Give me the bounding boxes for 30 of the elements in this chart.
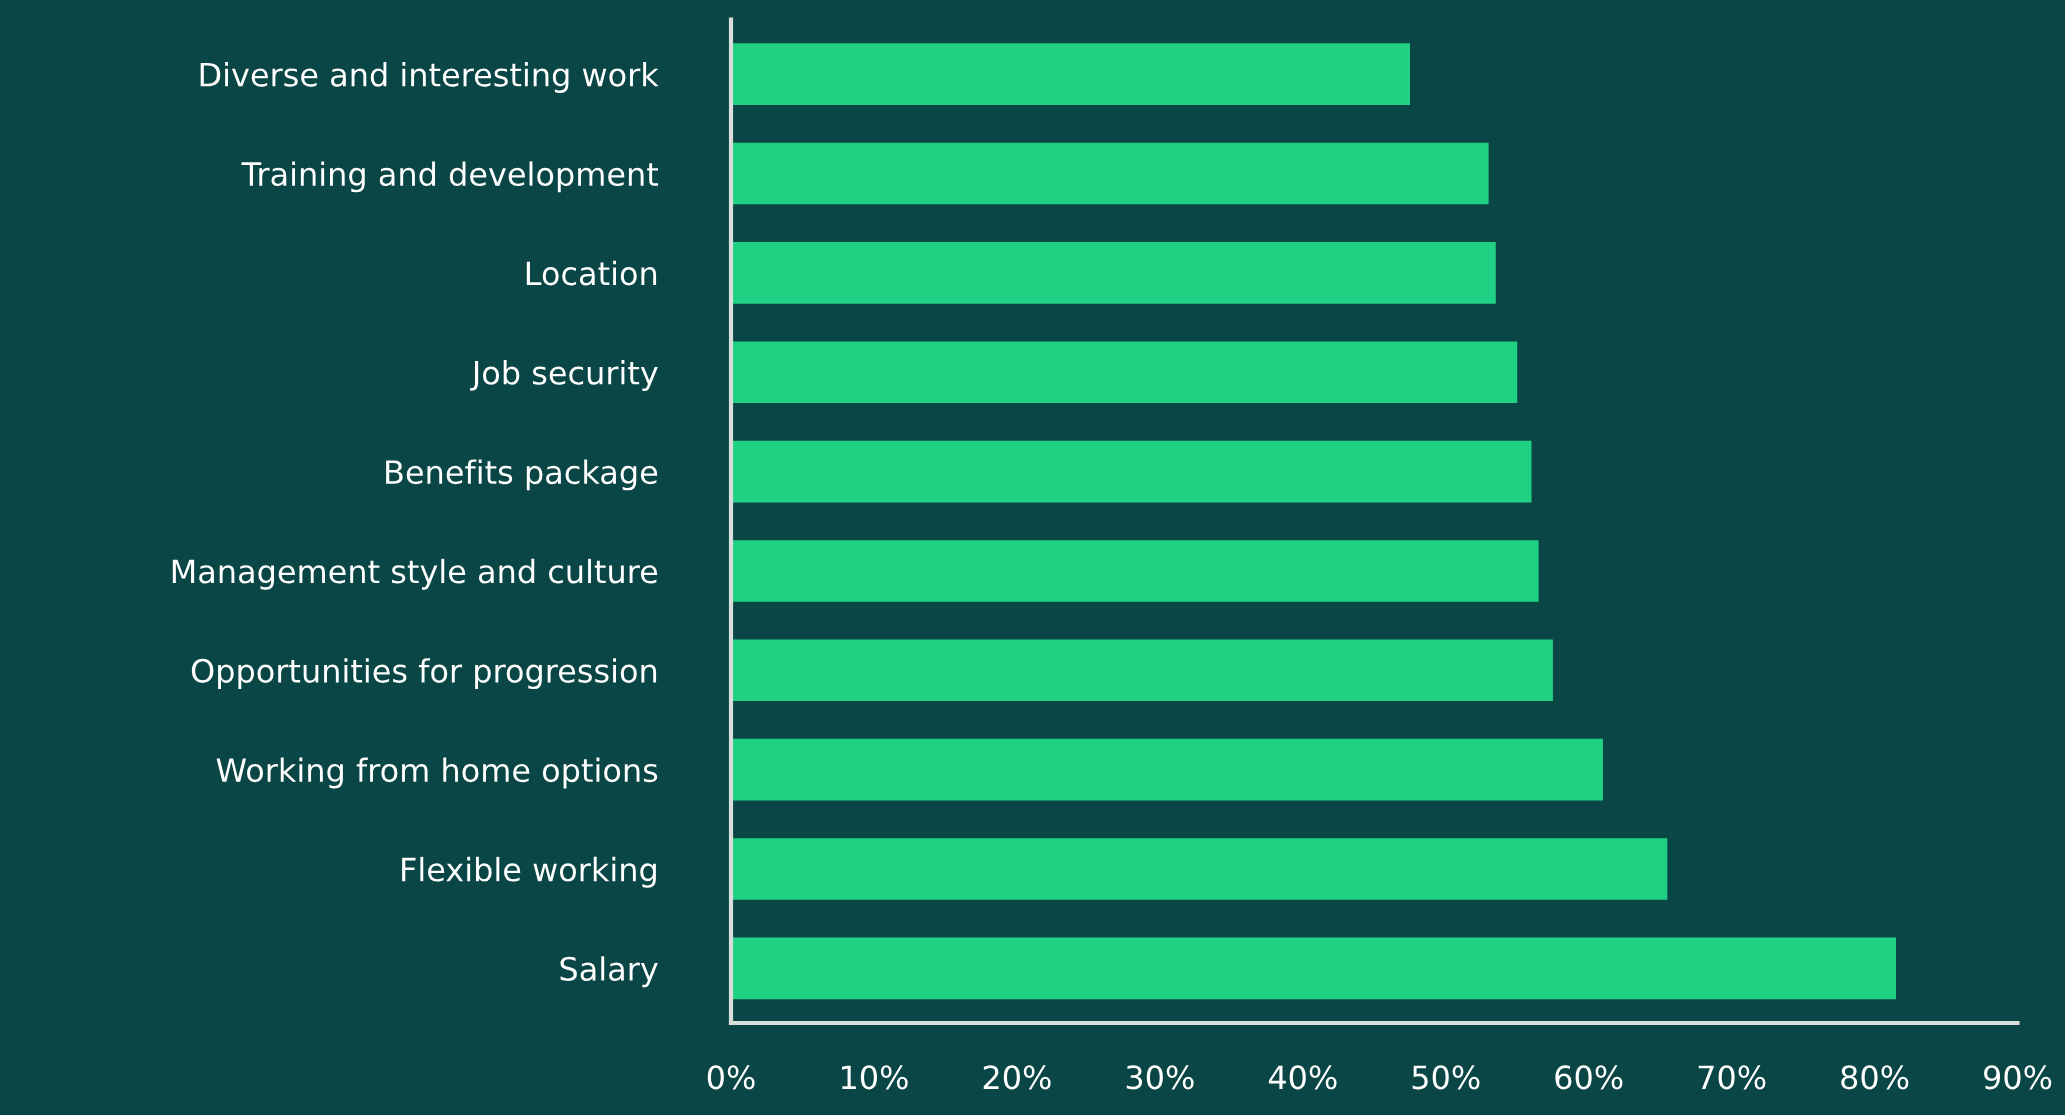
bar [731,639,1553,702]
x-tick-label: 20% [983,1065,1051,1090]
bar [731,838,1668,900]
x-tick-label: 50% [1412,1065,1480,1090]
y-tick-label: Job security [470,360,658,392]
y-tick-label: Salary [560,956,658,988]
y-tick-label: Location [526,260,657,286]
x-tick-label: 30% [1126,1065,1194,1090]
bar [731,242,1496,304]
y-tick-label: Opportunities for progression [191,658,657,690]
y-tick-label: Flexible working [402,856,656,888]
x-tick-label: 40% [1268,1065,1337,1090]
y-tick-label: Diverse and interesting work [200,62,659,93]
x-tick-label: 80% [1841,1065,1909,1090]
x-tick-label: 10% [841,1065,908,1090]
y-tick-label: Training and development [241,161,659,193]
bar [731,738,1603,801]
x-tick-label: 70% [1698,1065,1766,1090]
bar [731,142,1489,205]
y-tick-label: Management style and culture [172,558,658,590]
bar [731,341,1518,404]
bar [731,937,1896,1000]
y-tick-label: Benefits package [386,459,658,491]
bar [731,440,1532,503]
bar [731,540,1539,602]
bar [731,43,1410,105]
x-tick-label: 90% [1984,1065,2052,1090]
x-tick-label: 0% [707,1065,755,1090]
y-tick-label: Working from home options [216,757,658,789]
x-tick-label: 60% [1555,1065,1623,1090]
